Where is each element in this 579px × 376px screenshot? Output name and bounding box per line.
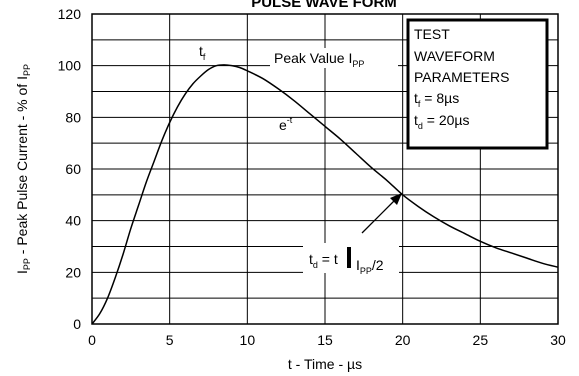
y-label-a-sub: PP	[22, 258, 32, 270]
y-axis-label: IPP - Peak Pulse Current - % of IPP	[14, 64, 32, 274]
plot-frame	[91, 13, 559, 325]
annotation-tf-main: t	[199, 43, 203, 59]
annotation-exp-sup: -t	[287, 115, 293, 125]
y-tick-label: 80	[65, 109, 81, 125]
annotation-peak: Peak Value IPP	[274, 50, 364, 69]
y-tick-label: 60	[65, 161, 81, 177]
params-box	[406, 18, 549, 150]
x-tick-label: 5	[166, 332, 174, 348]
annotation-tf-sub: f	[203, 52, 206, 62]
annotation-td-d: /2	[372, 257, 384, 273]
chart-title: PULSE WAVE FORM	[251, 0, 397, 11]
td-arrow-line	[361, 198, 397, 234]
annotation-peak-main: Peak Value I	[274, 50, 352, 66]
annotation-td: td = t	[309, 251, 338, 270]
params-tf-value: = 8µs	[420, 90, 459, 106]
y-label-b: - Peak Pulse Current - % of I	[14, 76, 30, 258]
annotation-exp: e-t	[279, 115, 293, 133]
annotation-exp-main: e	[279, 117, 287, 133]
peak-label-bg	[270, 48, 398, 68]
y-tick-labels: 0 20 40 60 80 100 120	[58, 6, 82, 332]
annotation-td-b: = t	[318, 251, 338, 267]
y-tick-label: 120	[58, 6, 82, 22]
x-tick-label: 10	[240, 332, 256, 348]
params-line-2: WAVEFORM	[414, 48, 495, 64]
params-tf-sub: f	[418, 99, 421, 109]
params-line-3: PARAMETERS	[414, 69, 509, 85]
y-tick-label: 40	[65, 213, 81, 229]
params-line-4: tf = 8µs	[414, 90, 459, 109]
series-line	[91, 64, 559, 325]
x-axis-label: t - Time - µs	[288, 356, 362, 372]
td-bar	[347, 247, 351, 268]
params-tf-main: t	[414, 90, 418, 106]
x-tick-label: 25	[473, 332, 489, 348]
td-arrow-head	[390, 193, 402, 205]
x-tick-label: 15	[317, 332, 333, 348]
params-td-main: t	[414, 112, 418, 128]
annotation-td-a: t	[309, 251, 313, 267]
y-label-b-sub: PP	[22, 64, 32, 76]
x-tick-label: 30	[550, 332, 566, 348]
annotation-td-a-sub: d	[313, 260, 318, 270]
annotation-peak-sub: PP	[352, 59, 364, 69]
y-label-a: I	[14, 270, 30, 274]
params-td-sub: d	[418, 121, 423, 131]
x-tick-label: 0	[88, 332, 96, 348]
y-tick-label: 0	[73, 316, 81, 332]
annotation-td-c-sub: PP	[360, 266, 372, 276]
x-tick-label: 20	[395, 332, 411, 348]
params-line-5: td = 20µs	[414, 112, 470, 131]
y-tick-label: 100	[58, 58, 82, 74]
params-line-1: TEST	[414, 26, 450, 42]
x-tick-labels: 0 5 10 15 20 25 30	[88, 332, 566, 348]
annotation-td-c: I	[356, 257, 360, 273]
annotation-tf: tf	[199, 43, 206, 62]
params-td-value: = 20µs	[423, 112, 470, 128]
annotation-td-rest: IPP/2	[356, 257, 384, 276]
y-tick-label: 20	[65, 264, 81, 280]
